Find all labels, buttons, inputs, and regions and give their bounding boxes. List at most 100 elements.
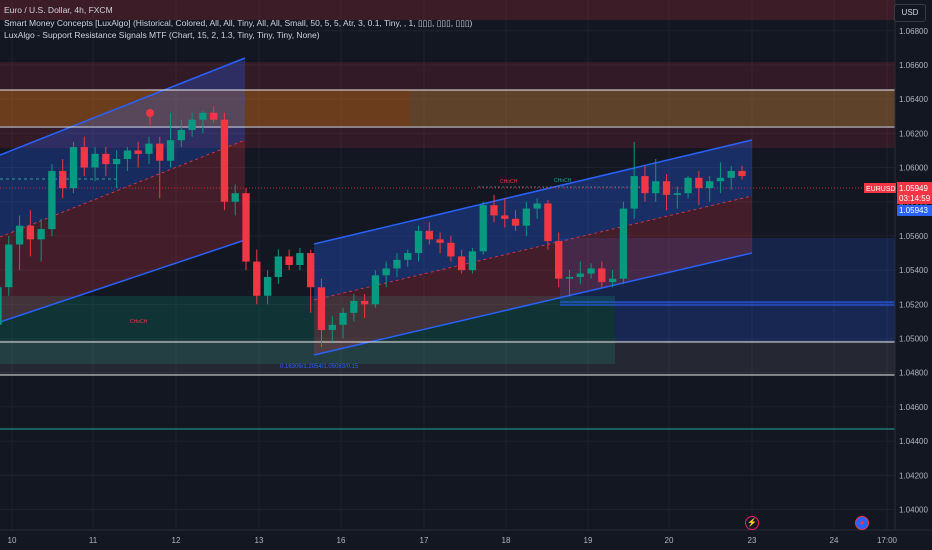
candle-51 [544, 200, 552, 250]
candle-37 [393, 253, 401, 277]
candle-13 [134, 141, 142, 168]
candle-body-20 [209, 112, 218, 120]
globe-icon[interactable]: ● [855, 516, 869, 530]
candle-body-3 [26, 225, 35, 240]
candle-body-66 [705, 181, 714, 189]
channel-right-lower [314, 196, 752, 355]
candle-body-64 [684, 177, 692, 194]
candle-24 [253, 249, 261, 305]
candle-18 [188, 112, 196, 137]
time-tick-9: 23 [748, 536, 757, 545]
candle-61 [652, 159, 660, 202]
time-tick-10: 24 [830, 536, 839, 545]
candle-body-46 [490, 205, 498, 216]
lightning-icon[interactable]: ⚡ [745, 516, 759, 530]
candle-body-55 [587, 268, 595, 274]
last-price-bg [897, 182, 932, 204]
candle-0 [0, 287, 2, 325]
candle-body-12 [123, 150, 132, 159]
price-tick-9: 1.05000 [899, 335, 928, 344]
candle-10 [102, 147, 110, 177]
candle-body-11 [112, 159, 121, 165]
candle-body-4 [37, 229, 45, 240]
candle-body-27 [285, 256, 293, 265]
candle-body-9 [91, 153, 99, 168]
candle-33 [350, 294, 358, 322]
channel-left-top-line [0, 57, 246, 156]
supply-zone-orange [0, 90, 410, 126]
candle-body-48 [511, 218, 520, 226]
candle-39 [414, 225, 423, 262]
time-tick-5: 17 [420, 536, 429, 545]
candle-57 [608, 270, 617, 288]
candle-3 [26, 210, 35, 257]
candle-66 [705, 176, 714, 202]
price-tick-6: 1.05600 [899, 232, 928, 241]
candle-15 [156, 136, 164, 199]
price-tick-4: 1.06000 [899, 164, 928, 173]
annotations: CHoCH CHoCH CHoCH 0.16306/1.2054/1.05083… [130, 178, 572, 370]
candle-68 [727, 165, 735, 190]
choch-left: CHoCH [130, 319, 148, 325]
time-tick-3: 13 [255, 536, 264, 545]
candle-body-26 [274, 256, 283, 277]
candle-body-45 [479, 205, 487, 252]
candle-body-68 [727, 170, 735, 178]
indicator-srs[interactable]: LuxAlgo - Support Resistance Signals MTF… [4, 30, 320, 40]
candle-body-5 [48, 170, 56, 230]
candle-body-53 [565, 276, 574, 279]
zones [0, 0, 895, 375]
candle-body-39 [414, 230, 423, 254]
price-tick-1: 1.06600 [899, 61, 928, 70]
candle-64 [684, 176, 692, 199]
channel-right-top-line [313, 139, 753, 245]
demand-zone-navy [615, 302, 895, 342]
candle-35 [371, 270, 380, 308]
candle-34 [360, 294, 369, 318]
candle-body-22 [231, 193, 239, 202]
currency-button[interactable]: USD [894, 4, 926, 22]
candle-body-23 [242, 193, 250, 262]
candle-21 [220, 112, 229, 211]
candle-body-44 [468, 251, 477, 271]
candle-54 [576, 261, 584, 284]
choch-mid: CHoCH [500, 179, 518, 185]
candle-25 [263, 270, 272, 305]
high-marker [146, 109, 154, 117]
second-price-bg [897, 205, 932, 216]
candle-body-31 [328, 324, 336, 330]
candle-body-1 [5, 244, 13, 288]
candles [0, 106, 746, 348]
candle-body-34 [360, 300, 369, 305]
grid [0, 0, 895, 530]
indicator-smc[interactable]: Smart Money Concepts [LuxAlgo] (Historic… [4, 18, 473, 28]
supply-zone-top [0, 0, 895, 20]
channel-left-upper [0, 58, 245, 237]
candle-body-13 [134, 150, 142, 154]
candle-4 [37, 218, 45, 262]
candle-body-69 [738, 170, 746, 177]
candle-1 [5, 235, 13, 296]
candle-58 [619, 201, 628, 284]
candle-body-47 [501, 215, 509, 219]
candle-body-51 [544, 203, 552, 242]
time-tick-1: 11 [89, 536, 98, 545]
candle-22 [231, 184, 239, 216]
candle-56 [598, 261, 606, 288]
levels [0, 89, 895, 430]
candle-63 [673, 186, 681, 209]
candle-body-24 [253, 261, 261, 296]
candle-body-16 [166, 140, 175, 161]
candle-48 [511, 210, 520, 231]
time-tick-4: 16 [337, 536, 346, 545]
candle-45 [479, 201, 487, 255]
candle-59 [630, 141, 638, 219]
candle-62 [662, 174, 671, 211]
supply-zone-wide [0, 62, 895, 148]
candle-46 [490, 194, 498, 223]
candle-67 [716, 162, 725, 194]
candle-body-42 [447, 242, 455, 257]
candle-11 [112, 150, 121, 189]
candle-50 [533, 198, 541, 219]
